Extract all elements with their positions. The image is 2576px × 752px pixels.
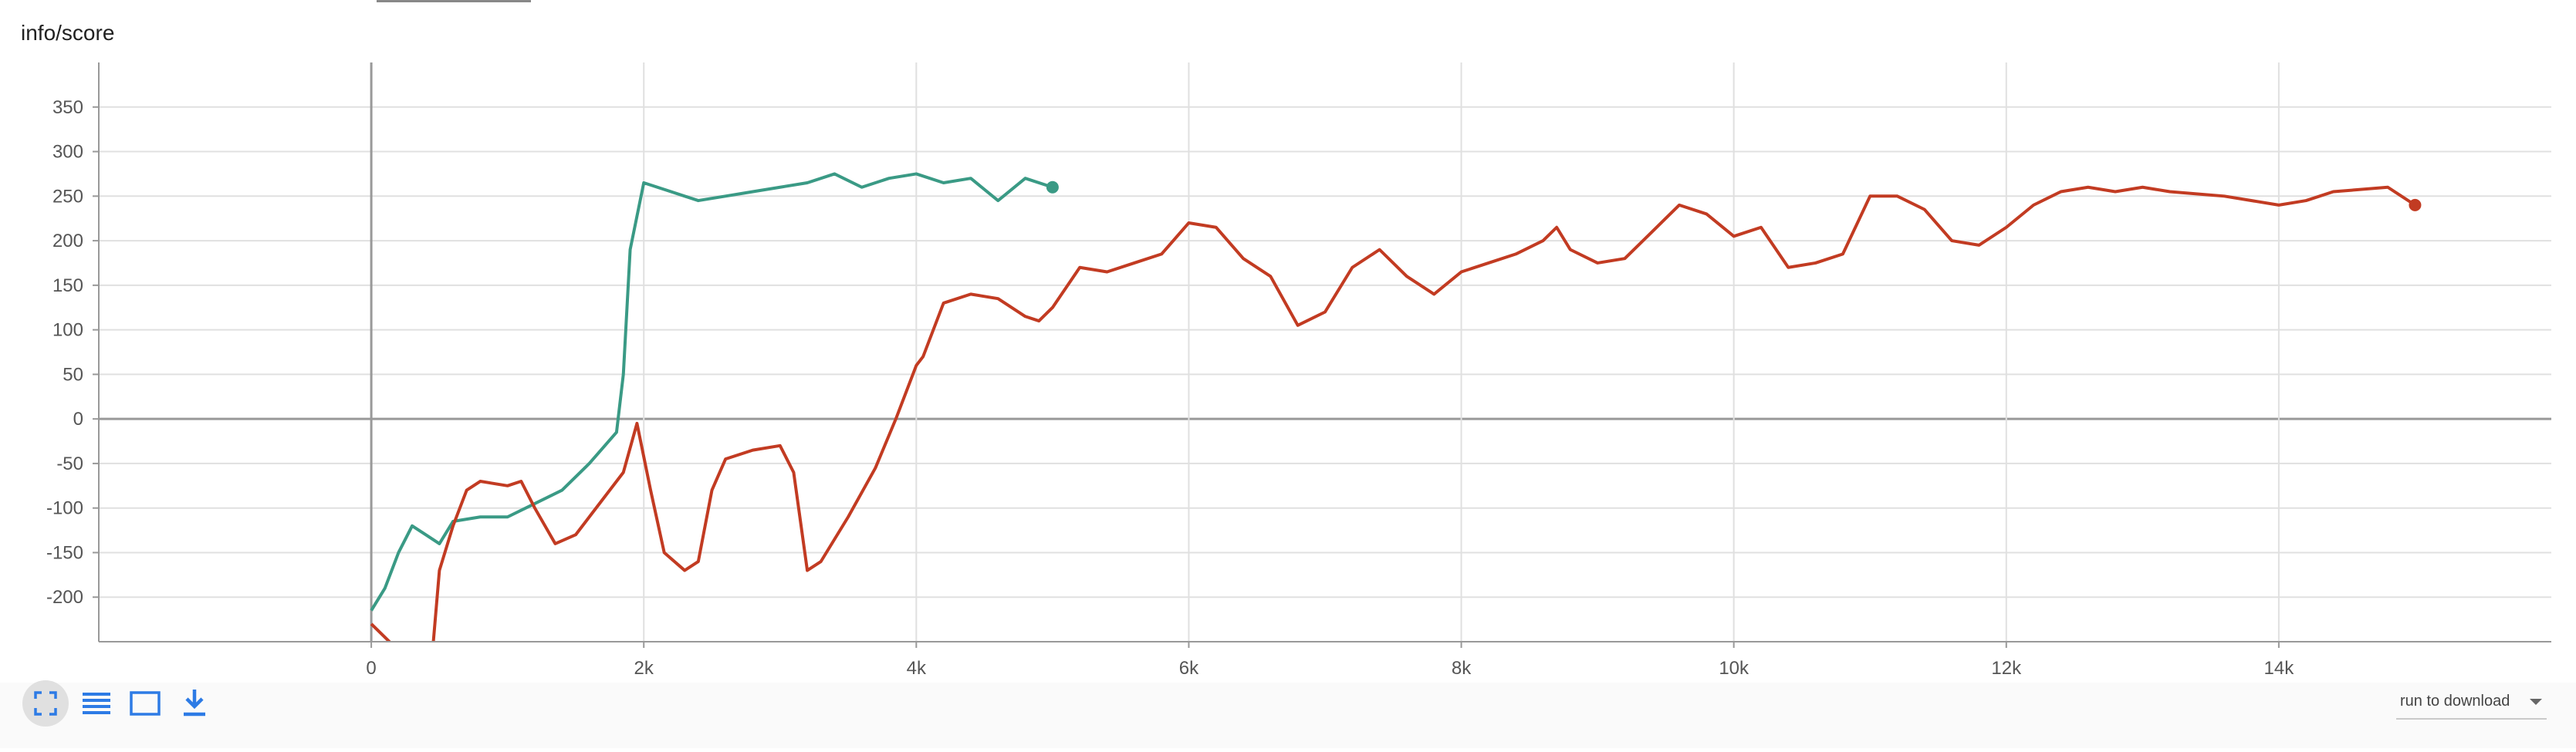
y-tick-label: 300 [52, 142, 83, 163]
x-tick-label: 10k [1719, 658, 1749, 679]
series-line [370, 172, 1053, 612]
x-tick-label: 0 [366, 658, 376, 679]
x-tick-label: 14k [2264, 658, 2295, 679]
x-tick-label: 12k [1991, 658, 2022, 679]
y-tick-label: 200 [52, 231, 83, 251]
series-end-dot [2409, 198, 2422, 211]
x-tick-label: 2k [634, 658, 654, 679]
y-tick-label: 350 [52, 97, 83, 118]
run-selector[interactable]: run to download [2400, 693, 2510, 710]
chart-title: info/score [21, 21, 114, 45]
y-tick-label: -100 [46, 498, 83, 519]
series-end-dot [1046, 180, 1059, 194]
y-tick-label: 0 [73, 409, 83, 430]
fullscreen-button[interactable] [22, 680, 69, 727]
y-tick-label: 250 [52, 186, 83, 207]
y-tick-label: -150 [46, 542, 83, 563]
y-tick-label: -50 [56, 454, 83, 474]
y-tick-label: 100 [52, 320, 83, 341]
toolbar [0, 683, 2576, 748]
series-line [370, 185, 2416, 642]
log-scale-button[interactable] [83, 693, 110, 714]
fullscreen-icon [34, 691, 57, 716]
y-tick-label: 150 [52, 275, 83, 296]
x-tick-label: 4k [907, 658, 927, 679]
download-button[interactable] [184, 690, 205, 717]
y-tick-label: 50 [63, 364, 83, 385]
dropdown-arrow [2530, 699, 2542, 705]
x-tick-label: 6k [1179, 658, 1199, 679]
tab-indicator [377, 0, 531, 2]
y-tick-label: -200 [46, 587, 83, 608]
x-tick-label: 8k [1452, 658, 1472, 679]
fit-domain-button[interactable] [130, 691, 161, 716]
